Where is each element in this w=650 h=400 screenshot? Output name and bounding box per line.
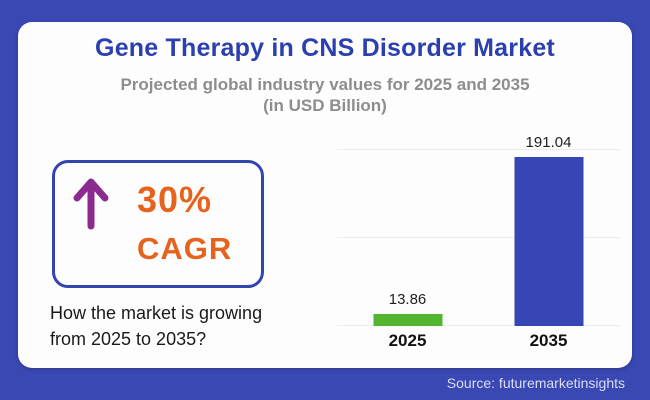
gridline-200 — [337, 149, 619, 150]
bar-2035 — [514, 156, 583, 326]
growth-question-caption: How the market is growing from 2025 to 2… — [50, 303, 263, 349]
chart-plot-area: 13.86 191.04 — [337, 134, 619, 326]
page-title: Gene Therapy in CNS Disorder Market — [95, 34, 555, 62]
cagr-label: CAGR — [137, 231, 233, 266]
x-axis-label-2035: 2035 — [529, 331, 568, 350]
cagr-text-block: 30% CAGR — [137, 179, 232, 267]
gridline-100 — [337, 236, 619, 238]
cagr-highlight-box: 30% CAGR — [52, 160, 264, 288]
bar-2025 — [373, 313, 442, 326]
subtitle-line-2: (in USD Billion) — [263, 96, 387, 115]
subtitle-line-1: Projected global industry values for 202… — [120, 75, 530, 94]
bar-value-label-2025: 13.86 — [388, 290, 427, 308]
bar-slot-2035: 191.04 — [478, 134, 619, 326]
chart-subtitle: Projected global industry values for 202… — [18, 74, 632, 116]
cagr-value: 30% — [137, 179, 213, 220]
bar-value-label-2035: 191.04 — [525, 133, 572, 151]
content-card: Gene Therapy in CNS Disorder Market Proj… — [18, 22, 632, 368]
source-attribution: Source: futuremarketinsights — [446, 375, 625, 391]
chart-x-axis: 2025 2035 — [337, 331, 619, 351]
growth-up-arrow-icon — [71, 177, 111, 231]
gridline-0 — [337, 325, 619, 326]
bar-slot-2025: 13.86 — [337, 149, 478, 326]
x-axis-label-2025: 2025 — [388, 331, 427, 350]
bar-chart: 13.86 191.04 2025 2035 — [337, 127, 619, 351]
